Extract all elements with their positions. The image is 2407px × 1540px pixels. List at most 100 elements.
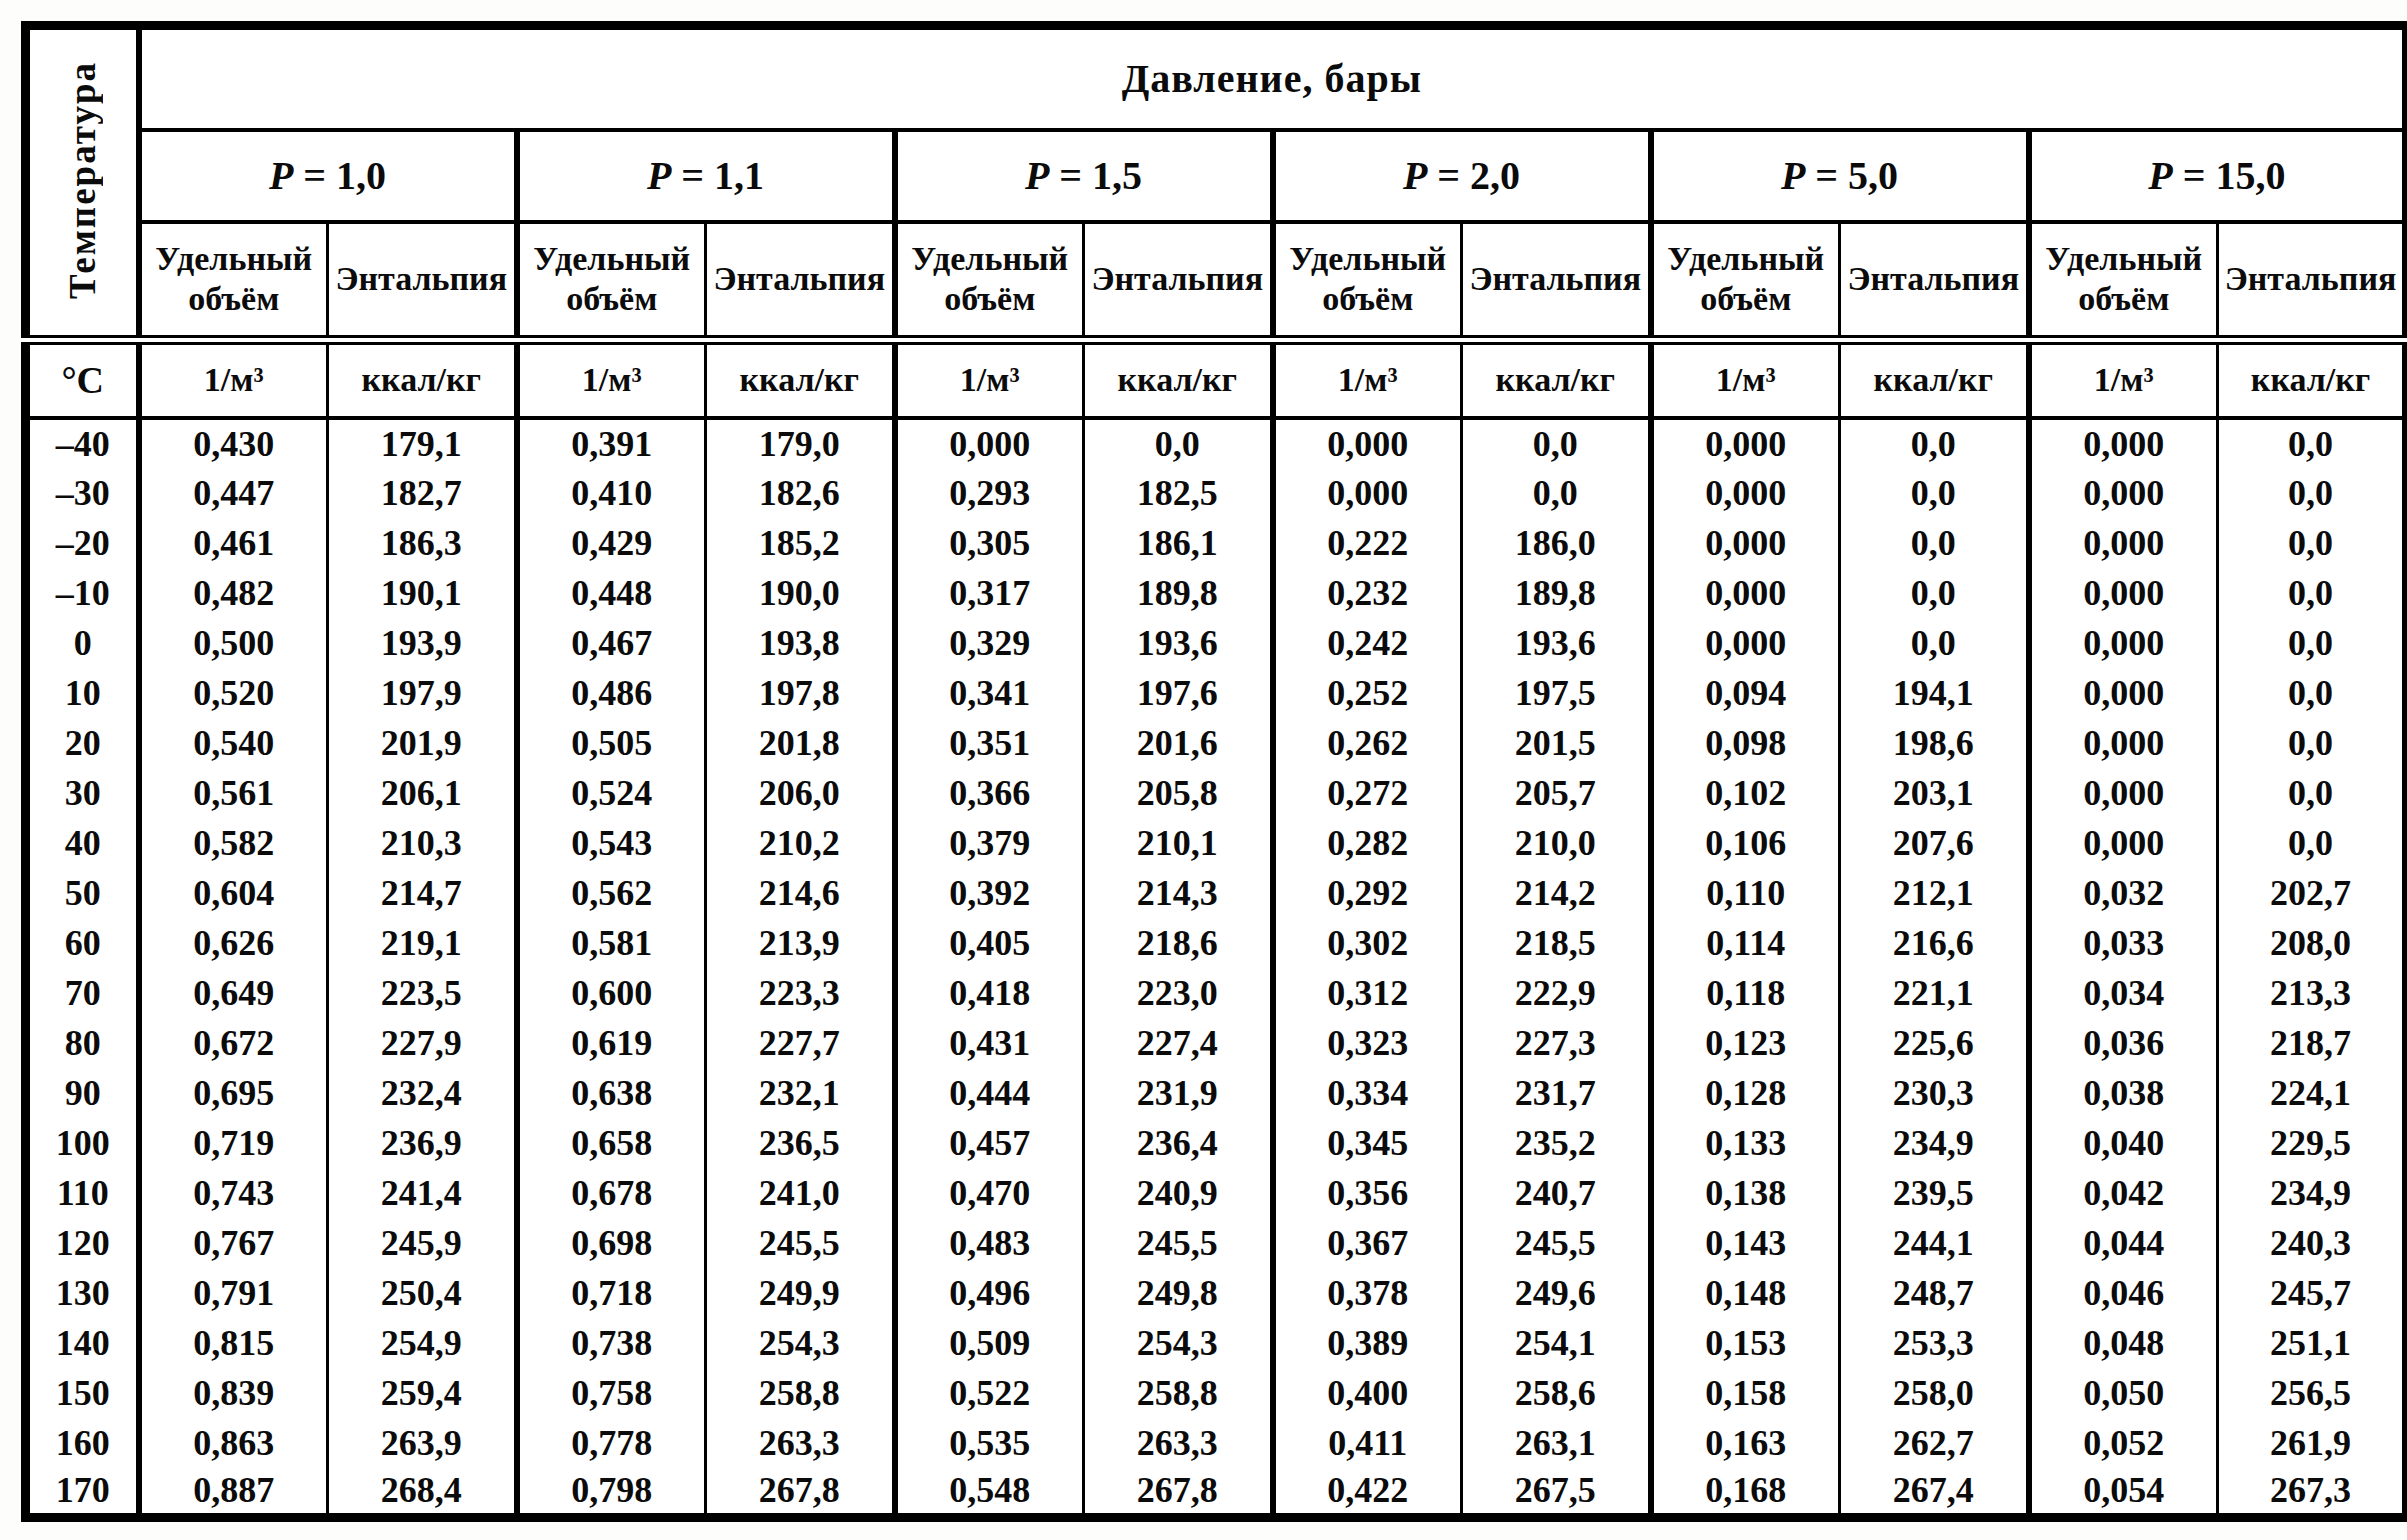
units-row: °C 1/м³ккал/кг1/м³ккал/кг1/м³ккал/кг1/м³… — [26, 340, 2407, 418]
data-cell: 227,3 — [1462, 1018, 1651, 1068]
data-cell: 263,9 — [328, 1418, 517, 1468]
data-cell: 229,5 — [2218, 1118, 2407, 1168]
data-cell: 186,0 — [1462, 518, 1651, 568]
volume-header-line2: объём — [1276, 279, 1461, 319]
data-cell: 0,0 — [1840, 418, 2029, 468]
data-cell: 258,8 — [1084, 1368, 1273, 1418]
pressure-group-header: P = 1,1 — [517, 130, 895, 222]
data-cell: 218,6 — [1084, 918, 1273, 968]
data-cell: 0,391 — [517, 418, 706, 468]
volume-header: Удельныйобъём — [1651, 222, 1840, 340]
data-cell: 208,0 — [2218, 918, 2407, 968]
data-cell: 186,3 — [328, 518, 517, 568]
data-cell: 0,292 — [1273, 868, 1462, 918]
data-cell: 0,0 — [2218, 518, 2407, 568]
data-cell: 249,9 — [706, 1268, 895, 1318]
data-cell: 258,6 — [1462, 1368, 1651, 1418]
data-cell: 227,9 — [328, 1018, 517, 1068]
data-cell: 0,000 — [1273, 418, 1462, 468]
volume-header-line2: объём — [520, 279, 705, 319]
table-row: –100,482190,10,448190,00,317189,80,23218… — [26, 568, 2407, 618]
data-cell: 0,718 — [517, 1268, 706, 1318]
data-cell: 0,110 — [1651, 868, 1840, 918]
data-cell: 213,3 — [2218, 968, 2407, 1018]
data-cell: 0,582 — [139, 818, 328, 868]
data-cell: 248,7 — [1840, 1268, 2029, 1318]
data-cell: 0,356 — [1273, 1168, 1462, 1218]
table-row: 1700,887268,40,798267,80,548267,80,42226… — [26, 1468, 2407, 1518]
table-row: 500,604214,70,562214,60,392214,30,292214… — [26, 868, 2407, 918]
data-cell: 218,5 — [1462, 918, 1651, 968]
data-cell: 190,1 — [328, 568, 517, 618]
volume-header-line2: объём — [898, 279, 1083, 319]
volume-unit: 1/м³ — [1273, 340, 1462, 418]
pressure-value: = 5,0 — [1805, 153, 1898, 198]
data-cell: 179,1 — [328, 418, 517, 468]
data-cell: 0,482 — [139, 568, 328, 618]
data-cell: 0,509 — [895, 1318, 1084, 1368]
data-cell: 241,4 — [328, 1168, 517, 1218]
data-cell: 241,0 — [706, 1168, 895, 1218]
data-cell: 197,6 — [1084, 668, 1273, 718]
data-cell: 0,524 — [517, 768, 706, 818]
data-cell: 185,2 — [706, 518, 895, 568]
data-cell: 0,392 — [895, 868, 1084, 918]
data-cell: 0,581 — [517, 918, 706, 968]
data-cell: 223,5 — [328, 968, 517, 1018]
data-cell: 0,0 — [1840, 468, 2029, 518]
pressure-symbol: P — [1781, 153, 1805, 198]
pressure-title: Давление, бары — [139, 26, 2407, 130]
temperature-cell: 120 — [26, 1218, 139, 1268]
data-cell: 244,1 — [1840, 1218, 2029, 1268]
data-cell: 235,2 — [1462, 1118, 1651, 1168]
table-row: –400,430179,10,391179,00,0000,00,0000,00… — [26, 418, 2407, 468]
data-cell: 0,038 — [2029, 1068, 2218, 1118]
data-cell: 245,5 — [706, 1218, 895, 1268]
data-cell: 236,5 — [706, 1118, 895, 1168]
data-cell: 254,3 — [1084, 1318, 1273, 1368]
volume-header: Удельныйобъём — [2029, 222, 2218, 340]
table-row: –300,447182,70,410182,60,293182,50,0000,… — [26, 468, 2407, 518]
enthalpy-header: Энтальпия — [1462, 222, 1651, 340]
data-cell: 0,052 — [2029, 1418, 2218, 1468]
data-cell: 236,4 — [1084, 1118, 1273, 1168]
enthalpy-unit: ккал/кг — [2218, 340, 2407, 418]
data-cell: 0,778 — [517, 1418, 706, 1468]
table-row: –200,461186,30,429185,20,305186,10,22218… — [26, 518, 2407, 568]
temperature-cell: 70 — [26, 968, 139, 1018]
data-cell: 0,046 — [2029, 1268, 2218, 1318]
volume-unit: 1/м³ — [2029, 340, 2218, 418]
data-cell: 0,000 — [2029, 718, 2218, 768]
temperature-cell: 80 — [26, 1018, 139, 1068]
data-cell: 0,054 — [2029, 1468, 2218, 1518]
data-cell: 239,5 — [1840, 1168, 2029, 1218]
data-cell: 193,6 — [1084, 618, 1273, 668]
data-cell: 216,6 — [1840, 918, 2029, 968]
table-row: 800,672227,90,619227,70,431227,40,323227… — [26, 1018, 2407, 1068]
temperature-corner-header: Температура — [26, 26, 139, 340]
data-cell: 193,9 — [328, 618, 517, 668]
data-cell: 0,044 — [2029, 1218, 2218, 1268]
data-cell: 197,9 — [328, 668, 517, 718]
data-cell: 0,389 — [1273, 1318, 1462, 1368]
data-cell: 0,000 — [2029, 568, 2218, 618]
data-cell: 0,520 — [139, 668, 328, 718]
pressure-value: = 2,0 — [1427, 153, 1520, 198]
pressure-group-header: P = 1,0 — [139, 130, 517, 222]
data-cell: 219,1 — [328, 918, 517, 968]
data-cell: 0,461 — [139, 518, 328, 568]
volume-header: Удельныйобъём — [895, 222, 1084, 340]
data-cell: 201,6 — [1084, 718, 1273, 768]
data-cell: 0,000 — [2029, 668, 2218, 718]
data-cell: 0,042 — [2029, 1168, 2218, 1218]
data-cell: 0,000 — [895, 418, 1084, 468]
data-cell: 0,496 — [895, 1268, 1084, 1318]
data-cell: 267,5 — [1462, 1468, 1651, 1518]
volume-header-line1: Удельный — [2032, 239, 2217, 279]
pressure-group-header: P = 5,0 — [1651, 130, 2029, 222]
temperature-cell: 150 — [26, 1368, 139, 1418]
data-cell: 0,148 — [1651, 1268, 1840, 1318]
enthalpy-header: Энтальпия — [2218, 222, 2407, 340]
data-cell: 254,1 — [1462, 1318, 1651, 1368]
data-cell: 245,5 — [1084, 1218, 1273, 1268]
